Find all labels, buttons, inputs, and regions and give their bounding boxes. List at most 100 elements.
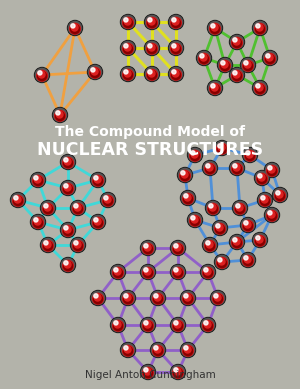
Circle shape	[171, 69, 182, 80]
Circle shape	[265, 163, 280, 177]
Circle shape	[44, 205, 52, 214]
Circle shape	[53, 109, 67, 122]
Circle shape	[174, 268, 181, 275]
Circle shape	[267, 165, 278, 176]
Circle shape	[243, 148, 256, 161]
Circle shape	[233, 38, 237, 42]
Circle shape	[71, 24, 75, 28]
Circle shape	[63, 260, 74, 271]
Circle shape	[209, 204, 216, 211]
Circle shape	[267, 210, 278, 221]
Circle shape	[190, 217, 200, 226]
Circle shape	[94, 294, 98, 298]
Circle shape	[218, 58, 232, 72]
Circle shape	[92, 216, 105, 229]
Circle shape	[74, 204, 81, 211]
Circle shape	[61, 155, 75, 168]
Circle shape	[211, 25, 220, 33]
Circle shape	[103, 195, 113, 206]
Circle shape	[74, 205, 82, 214]
Circle shape	[208, 81, 223, 96]
Circle shape	[181, 172, 190, 180]
Circle shape	[208, 81, 222, 95]
Circle shape	[145, 14, 160, 30]
Circle shape	[146, 67, 159, 81]
Circle shape	[230, 35, 244, 49]
Text: NUCLEAR STRUCTURES: NUCLEAR STRUCTURES	[37, 141, 263, 159]
Circle shape	[52, 107, 68, 123]
Circle shape	[92, 291, 105, 305]
Circle shape	[191, 151, 195, 155]
Circle shape	[266, 54, 273, 61]
Circle shape	[171, 18, 182, 28]
Circle shape	[171, 365, 184, 378]
Circle shape	[145, 67, 160, 82]
Circle shape	[34, 176, 38, 180]
Circle shape	[61, 154, 76, 170]
Circle shape	[236, 205, 244, 214]
Circle shape	[244, 61, 251, 68]
Circle shape	[94, 294, 101, 301]
Circle shape	[64, 261, 68, 265]
Circle shape	[174, 268, 178, 272]
Circle shape	[33, 175, 44, 186]
Circle shape	[124, 346, 128, 350]
Circle shape	[233, 164, 240, 171]
Circle shape	[122, 291, 135, 305]
Circle shape	[243, 60, 254, 71]
Circle shape	[172, 267, 183, 278]
Circle shape	[206, 242, 214, 251]
Circle shape	[230, 68, 244, 82]
Circle shape	[144, 368, 151, 375]
Circle shape	[143, 322, 152, 331]
Circle shape	[94, 219, 103, 228]
Circle shape	[210, 83, 220, 94]
Circle shape	[206, 164, 210, 168]
Circle shape	[212, 221, 227, 235]
Circle shape	[204, 321, 208, 325]
Circle shape	[184, 194, 188, 198]
Circle shape	[114, 321, 121, 328]
Circle shape	[11, 193, 25, 207]
Circle shape	[171, 43, 182, 54]
Circle shape	[61, 258, 76, 273]
Circle shape	[40, 238, 56, 252]
Circle shape	[101, 193, 115, 207]
Circle shape	[172, 18, 176, 22]
Circle shape	[68, 21, 82, 35]
Circle shape	[123, 69, 134, 80]
Circle shape	[124, 294, 133, 304]
Circle shape	[61, 223, 75, 237]
Circle shape	[114, 321, 118, 325]
Circle shape	[178, 168, 192, 182]
Circle shape	[256, 84, 263, 91]
Circle shape	[171, 265, 184, 279]
Circle shape	[154, 294, 161, 301]
Circle shape	[241, 252, 256, 268]
Circle shape	[181, 171, 188, 178]
Circle shape	[90, 67, 101, 78]
Circle shape	[232, 165, 242, 173]
Circle shape	[211, 85, 220, 94]
Circle shape	[230, 68, 244, 82]
Circle shape	[64, 184, 68, 188]
Circle shape	[91, 68, 100, 78]
Circle shape	[256, 24, 263, 31]
Circle shape	[184, 194, 191, 201]
Circle shape	[206, 241, 210, 245]
Circle shape	[121, 14, 136, 30]
Circle shape	[32, 216, 45, 229]
Circle shape	[200, 317, 215, 333]
Circle shape	[205, 163, 215, 174]
Circle shape	[33, 217, 44, 228]
Circle shape	[214, 294, 223, 304]
Circle shape	[211, 24, 218, 31]
Circle shape	[232, 37, 242, 48]
Circle shape	[14, 196, 18, 200]
Circle shape	[200, 265, 215, 280]
Circle shape	[94, 294, 103, 304]
Circle shape	[110, 265, 125, 280]
Circle shape	[188, 214, 202, 227]
Circle shape	[44, 242, 52, 251]
Circle shape	[154, 347, 163, 356]
